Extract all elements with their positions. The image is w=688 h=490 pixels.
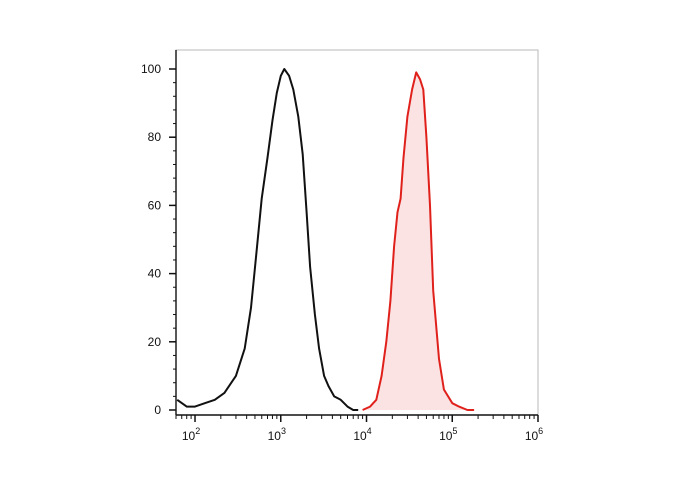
x-tick-label: 102 bbox=[182, 426, 200, 443]
x-tick-label: 105 bbox=[439, 426, 457, 443]
x-tick-label: 103 bbox=[268, 426, 286, 443]
y-tick-label: 40 bbox=[148, 267, 162, 281]
plot-frame bbox=[175, 49, 539, 416]
x-tick-label: 106 bbox=[525, 426, 543, 443]
series-1-fill bbox=[362, 72, 475, 411]
y-tick-label: 100 bbox=[141, 62, 161, 76]
series-0-line bbox=[176, 68, 359, 411]
x-tick-label: 104 bbox=[353, 426, 371, 443]
y-tick-label: 20 bbox=[148, 335, 162, 349]
series-1-line bbox=[362, 71, 475, 411]
y-tick-label: 60 bbox=[148, 198, 162, 212]
y-tick-label: 0 bbox=[154, 403, 161, 417]
y-tick-label: 80 bbox=[148, 130, 162, 144]
